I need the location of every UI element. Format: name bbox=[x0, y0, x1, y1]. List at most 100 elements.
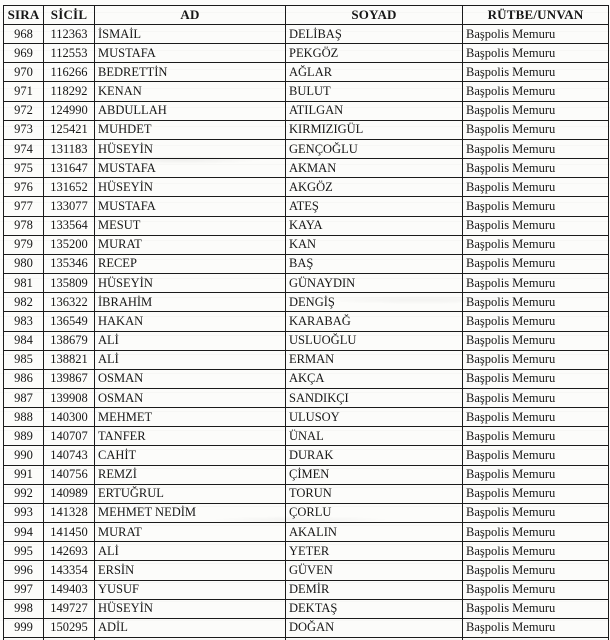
table-row: 989 140707 TANFER ÜNAL Başpolis Memuru bbox=[3, 426, 609, 447]
table-row: 994 141450 MURAT AKALIN Başpolis Memuru bbox=[3, 522, 609, 543]
table-row: 968 112363 İSMAİL DELİBAŞ Başpolis Memuru bbox=[3, 23, 609, 45]
cell-sicil: 135346 bbox=[43, 253, 95, 275]
cell-rutbe: Başpolis Memuru bbox=[462, 349, 609, 370]
cell-ad: ERSİN bbox=[94, 560, 286, 581]
cell-ad: HÜSEYİN bbox=[94, 598, 286, 619]
cell-sicil: 140707 bbox=[43, 426, 95, 447]
cell-ad: TANFER bbox=[94, 426, 286, 447]
table-row: 983 136549 HAKAN KARABAĞ Başpolis Memuru bbox=[3, 311, 609, 332]
cell-ad: MEHMET NEDİM bbox=[94, 502, 286, 524]
cell-sira: 985 bbox=[3, 349, 44, 370]
table-row: 987 139908 OSMAN SANDIKÇI Başpolis Memuru bbox=[3, 387, 609, 409]
cell-ad: REMZİ bbox=[94, 464, 286, 485]
table-row: 988 140300 MEHMET ULUSOY Başpolis Memuru bbox=[3, 407, 609, 428]
cell-rutbe: Başpolis Memuru bbox=[462, 426, 609, 447]
cell-soyad: YETER bbox=[285, 541, 463, 562]
cell-ad: HAKAN bbox=[94, 311, 286, 332]
cell-sira: 973 bbox=[3, 119, 44, 140]
column-header-sira: SIRA bbox=[3, 5, 44, 25]
column-header-soyad: SOYAD bbox=[285, 5, 463, 25]
table-row: 981 135809 HÜSEYİN GÜNAYDIN Başpolis Memuru bbox=[3, 273, 609, 294]
cell-sicil: 116266 bbox=[43, 62, 95, 83]
cell-sira: 975 bbox=[3, 158, 44, 179]
cell-sicil: 131652 bbox=[43, 177, 95, 198]
table-row: 973 125421 MUHDET KIRMIZIGÜL Başpolis Memuru bbox=[3, 119, 609, 140]
cell-ad: OSMAN bbox=[94, 368, 286, 389]
cell-sira: 981 bbox=[3, 273, 44, 294]
table-row: 977 133077 MUSTAFA ATEŞ Başpolis Memuru bbox=[3, 196, 609, 217]
cell-ad: MURAT bbox=[94, 522, 286, 543]
table-row: 978 133564 MESUT KAYA Başpolis Memuru bbox=[3, 215, 609, 236]
cell-rutbe: Başpolis Memuru bbox=[462, 541, 609, 562]
cell-soyad: ÜNAL bbox=[285, 426, 463, 447]
cell-soyad: DEKTAŞ bbox=[285, 598, 463, 619]
table-row: 970 116266 BEDRETTİN AĞLAR Başpolis Memuru bbox=[3, 62, 609, 83]
cell-soyad: TORUN bbox=[285, 483, 463, 504]
cell-sira: 969 bbox=[3, 43, 44, 64]
cell-rutbe: Başpolis Memuru bbox=[462, 522, 609, 543]
cell-sira: 976 bbox=[3, 177, 44, 198]
table-row: 971 118292 KENAN BULUT Başpolis Memuru bbox=[3, 81, 609, 102]
cell-sicil: 150295 bbox=[43, 617, 95, 639]
cell-ad: MUHDET bbox=[94, 119, 286, 140]
cell-rutbe: Başpolis Memuru bbox=[462, 311, 609, 332]
cell-sicil: 138821 bbox=[43, 349, 95, 370]
table-row: 991 140756 REMZİ ÇİMEN Başpolis Memuru bbox=[3, 464, 609, 485]
cell-ad: ALİ bbox=[94, 330, 286, 351]
table-row: 980 135346 RECEP BAŞ Başpolis Memuru bbox=[3, 253, 609, 275]
cell-rutbe: Başpolis Memuru bbox=[462, 196, 609, 217]
cell-ad: ALİ bbox=[94, 349, 286, 370]
cell-soyad: AĞLAR bbox=[285, 62, 463, 83]
cell-ad: MURAT bbox=[94, 234, 286, 255]
cell-soyad: AKÇA bbox=[285, 368, 463, 389]
table-row: 985 138821 ALİ ERMAN Başpolis Memuru bbox=[3, 349, 609, 370]
cell-sicil: 138679 bbox=[43, 330, 95, 351]
cell-sira: 993 bbox=[3, 502, 44, 524]
cell-soyad: DEMİR bbox=[285, 579, 463, 600]
cell-soyad: BAŞ bbox=[285, 253, 463, 275]
cell-rutbe: Başpolis Memuru bbox=[462, 62, 609, 83]
cell-soyad: KAN bbox=[285, 234, 463, 255]
cell-sicil: 141328 bbox=[43, 502, 95, 524]
cell-rutbe: Başpolis Memuru bbox=[462, 253, 609, 275]
cell-rutbe: Başpolis Memuru bbox=[462, 464, 609, 485]
cell-rutbe: Başpolis Memuru bbox=[462, 81, 609, 102]
cell-rutbe: Başpolis Memuru bbox=[462, 387, 609, 409]
cell-sicil: 139867 bbox=[43, 368, 95, 389]
partial-row bbox=[3, 637, 609, 640]
cell-soyad: ÇORLU bbox=[285, 502, 463, 524]
cell-sira: 995 bbox=[3, 541, 44, 562]
cell-sicil: 112363 bbox=[43, 23, 95, 45]
cell-sicil: 133077 bbox=[43, 196, 95, 217]
cell-sicil: 131647 bbox=[43, 158, 95, 179]
cell-sicil: 139908 bbox=[43, 387, 95, 409]
cell-soyad: ULUSOY bbox=[285, 407, 463, 428]
cell-ad: RECEP bbox=[94, 253, 286, 275]
cell-ad: ABDULLAH bbox=[94, 100, 286, 121]
table-row: 972 124990 ABDULLAH ATILGAN Başpolis Memuru bbox=[3, 100, 609, 121]
column-header-ad: AD bbox=[94, 5, 286, 25]
cell-sicil: 118292 bbox=[43, 81, 95, 102]
table-row: 995 142693 ALİ YETER Başpolis Memuru bbox=[3, 541, 609, 562]
cell-sicil: 140743 bbox=[43, 445, 95, 466]
cell-sira: 978 bbox=[3, 215, 44, 236]
cell-ad: MUSTAFA bbox=[94, 158, 286, 179]
cell-rutbe: Başpolis Memuru bbox=[462, 215, 609, 236]
cell-sicil: 149727 bbox=[43, 598, 95, 619]
cell-sira: 968 bbox=[3, 23, 44, 45]
cell-sira: 982 bbox=[3, 292, 44, 313]
column-header-sicil: SİCİL bbox=[43, 5, 95, 25]
table-row: 969 112553 MUSTAFA PEKGÖZ Başpolis Memuru bbox=[3, 43, 609, 64]
cell-soyad: ERMAN bbox=[285, 349, 463, 370]
cell-sicil: 125421 bbox=[43, 119, 95, 140]
table-row: 997 149403 YUSUF DEMİR Başpolis Memuru bbox=[3, 579, 609, 600]
cell-ad: HÜSEYİN bbox=[94, 138, 286, 160]
cell-sicil: 136549 bbox=[43, 311, 95, 332]
cell-soyad: ATEŞ bbox=[285, 196, 463, 217]
cell-soyad: BULUT bbox=[285, 81, 463, 102]
cell-sira: 970 bbox=[3, 62, 44, 83]
cell-ad: MEHMET bbox=[94, 407, 286, 428]
table-row: 982 136322 İBRAHİM DENGİŞ Başpolis Memuru bbox=[3, 292, 609, 313]
cell-soyad: GÜVEN bbox=[285, 560, 463, 581]
